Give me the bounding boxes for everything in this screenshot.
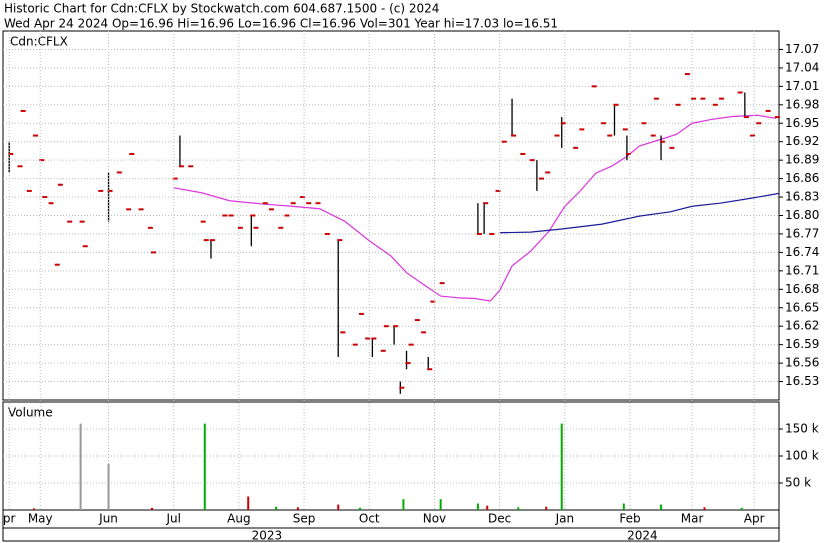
volume-bar	[79, 423, 82, 510]
y-tick-label: 16.89	[785, 153, 819, 167]
volume-bar	[337, 504, 340, 510]
symbol-label: Cdn:CFLX	[10, 35, 68, 49]
volume-bar	[560, 423, 563, 510]
y-tick-label: 16.92	[785, 134, 819, 148]
y-tick-label: 16.59	[785, 337, 819, 351]
volume-bar	[402, 499, 405, 510]
x-tick-label: Mar	[681, 512, 704, 526]
volume-bar	[476, 503, 479, 510]
y-tick-label: 16.98	[785, 97, 819, 111]
volume-bar	[296, 507, 299, 510]
volume-bar	[660, 504, 663, 510]
chart-title: Historic Chart for Cdn:CFLX by Stockwatc…	[4, 2, 439, 16]
x-tick-label: Oct	[359, 512, 380, 526]
y-tick-label: 16.71	[785, 263, 819, 277]
y-tick-label: 16.95	[785, 116, 819, 130]
y-tick-label: 17.01	[785, 79, 819, 93]
volume-bar	[358, 507, 361, 510]
volume-bar	[275, 506, 278, 510]
y-tick-label: 150 k	[785, 422, 819, 436]
volume-bar	[107, 464, 110, 510]
y-tick-label: 16.80	[785, 208, 819, 222]
volume-bar	[703, 507, 706, 510]
x-tick-label: Dec	[488, 512, 511, 526]
x-tick-label: Apr	[744, 512, 765, 526]
moving-average-line	[173, 114, 776, 302]
volume-bar	[622, 503, 625, 510]
volume-bar	[517, 507, 520, 510]
x-tick-label: Jun	[98, 512, 118, 526]
y-tick-label: 16.62	[785, 319, 819, 333]
x-tick-label: Sep	[293, 512, 316, 526]
y-tick-label: 17.07	[785, 42, 819, 56]
x-tick-label: Feb	[619, 512, 640, 526]
volume-bar	[203, 423, 206, 510]
x-tick-label: May	[28, 512, 53, 526]
year-label: 2023	[252, 529, 283, 543]
volume-bar	[439, 499, 442, 510]
y-tick-label: 16.77	[785, 226, 819, 240]
x-tick-label: Aug	[227, 512, 250, 526]
y-tick-label: 16.86	[785, 171, 819, 185]
volume-label: Volume	[8, 406, 53, 420]
x-tick-label: Jan	[555, 512, 575, 526]
moving-average-line	[499, 192, 780, 234]
y-tick-label: 16.53	[785, 374, 819, 388]
volume-bar	[545, 506, 548, 510]
volume-bar	[486, 505, 489, 510]
chart-subtitle: Wed Apr 24 2024 Op=16.96 Hi=16.96 Lo=16.…	[4, 17, 558, 31]
volume-bar	[247, 496, 250, 510]
volume-bar	[740, 507, 743, 510]
y-tick-label: 16.56	[785, 356, 819, 370]
x-tick-label: Nov	[423, 512, 446, 526]
date-axis	[2, 509, 780, 542]
x-tick-label: pr	[3, 512, 16, 526]
y-tick-label: 16.83	[785, 190, 819, 204]
volume-bar	[150, 507, 153, 510]
y-tick-label: 16.65	[785, 300, 819, 314]
year-label: 2024	[627, 529, 658, 543]
y-tick-label: 16.74	[785, 245, 819, 259]
volume-bar	[33, 508, 36, 510]
y-tick-label: 100 k	[785, 449, 819, 463]
y-tick-label: 17.04	[785, 60, 819, 74]
x-tick-label: Jul	[165, 512, 180, 526]
y-tick-label: 16.68	[785, 282, 819, 296]
y-tick-label: 50 k	[785, 476, 811, 490]
